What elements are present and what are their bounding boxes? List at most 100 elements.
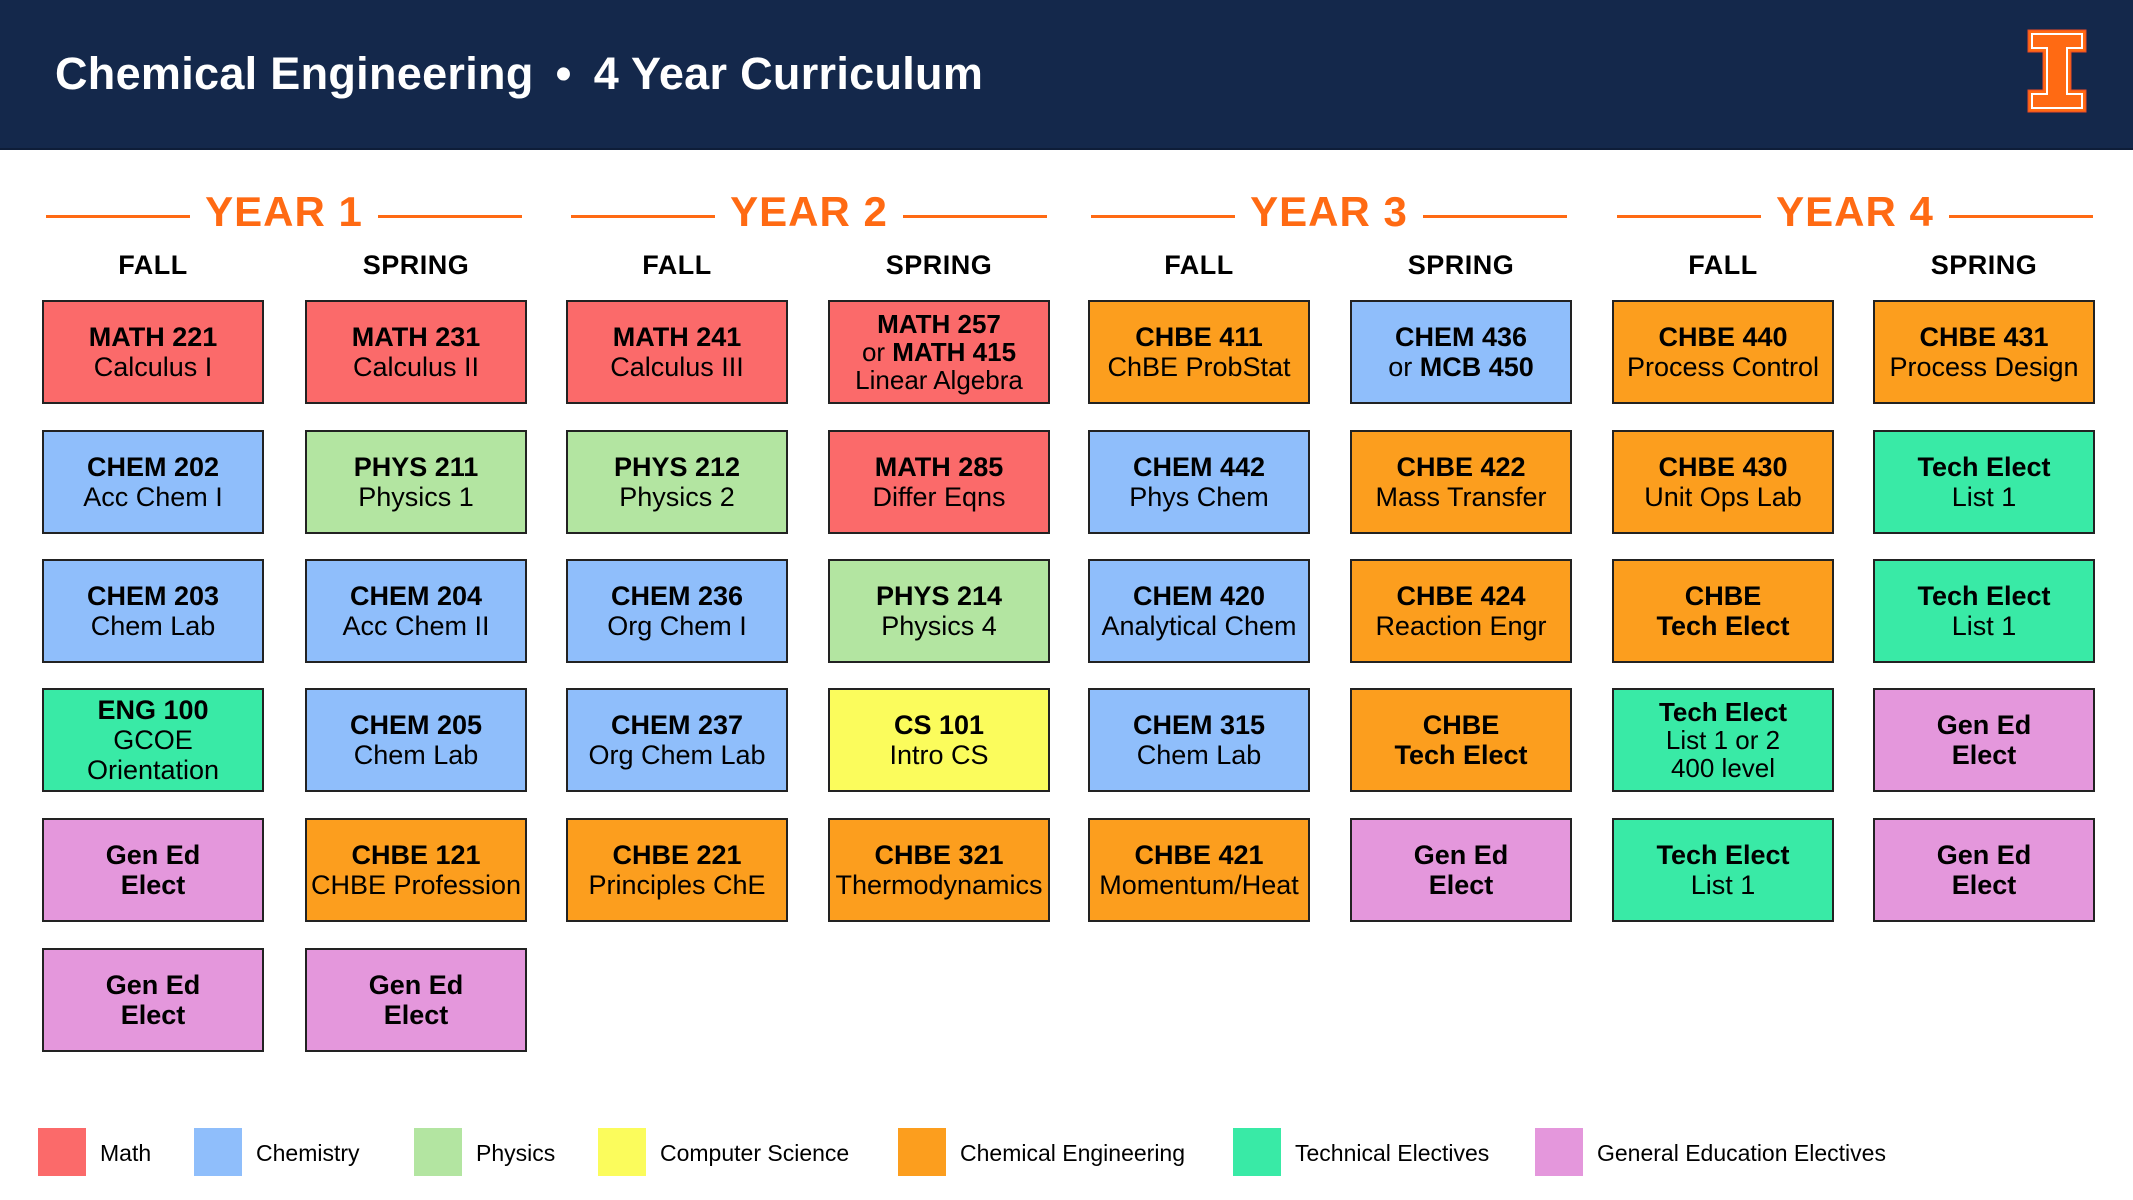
course-card[interactable]: Gen Ed Elect <box>305 948 527 1052</box>
course-title: Analytical Chem <box>1101 611 1296 641</box>
legend-label: Chemistry <box>256 1140 360 1166</box>
course-text: CHEM 436 <box>1394 322 1528 352</box>
course-title: Elect <box>384 1000 449 1030</box>
course-text: PHYS 214 <box>875 581 1003 611</box>
course-title: Tech Elect <box>1656 611 1789 641</box>
course-card[interactable]: CHBE Tech Elect <box>1350 688 1572 792</box>
legend-swatch <box>1535 1128 1583 1176</box>
course-text: Momentum/Heat <box>1099 870 1299 900</box>
course-card[interactable]: CHBE 440 Process Control <box>1612 300 1834 404</box>
course-text: CHBE 321 <box>874 840 1004 870</box>
course-text: Reaction Engr <box>1375 611 1547 641</box>
course-card[interactable]: PHYS 214 Physics 4 <box>828 559 1050 663</box>
course-title: CHBE Profession <box>311 870 521 900</box>
course-card[interactable]: CHEM 442 Phys Chem <box>1088 430 1310 534</box>
course-code: Tech Elect <box>1656 840 1789 870</box>
course-text: CS 101 <box>893 710 985 740</box>
legend-swatch <box>1233 1128 1281 1176</box>
course-title: Physics 2 <box>619 482 735 512</box>
course-card[interactable]: CHBE 121 CHBE Profession <box>305 818 527 922</box>
course-title: ChBE ProbStat <box>1107 352 1290 382</box>
course-title: Thermodynamics <box>835 870 1042 900</box>
course-card[interactable]: CHEM 436 or MCB 450 <box>1350 300 1572 404</box>
course-card[interactable]: Tech Elect List 1 <box>1873 430 2095 534</box>
course-code: Tech Elect <box>1917 452 2050 482</box>
course-title: Momentum/Heat <box>1099 870 1299 900</box>
course-card[interactable]: PHYS 211 Physics 1 <box>305 430 527 534</box>
course-card[interactable]: CHEM 204 Acc Chem II <box>305 559 527 663</box>
course-text: CHEM 236 <box>610 581 744 611</box>
course-title: Elect <box>1952 740 2017 770</box>
year-rule-left <box>1091 215 1235 218</box>
course-card[interactable]: Gen Ed Elect <box>42 818 264 922</box>
course-title: Intro CS <box>889 740 988 770</box>
course-text: CHBE 421 <box>1134 840 1264 870</box>
course-card[interactable]: MATH 241 Calculus III <box>566 300 788 404</box>
course-card[interactable]: CS 101 Intro CS <box>828 688 1050 792</box>
course-card[interactable]: Gen Ed Elect <box>1350 818 1572 922</box>
course-card[interactable]: MATH 285 Differ Eqns <box>828 430 1050 534</box>
header-bar: Chemical Engineering • 4 Year Curriculum <box>0 0 2133 150</box>
course-text: CHEM 202 <box>86 452 220 482</box>
course-title: Tech Elect <box>1394 740 1527 770</box>
course-card[interactable]: CHBE Tech Elect <box>1612 559 1834 663</box>
legend-label: Math <box>100 1140 152 1166</box>
course-code: CHEM 236 <box>611 581 743 611</box>
course-title: Mass Transfer <box>1375 482 1546 512</box>
course-code: CHEM 436 <box>1395 322 1527 352</box>
course-card[interactable]: Tech Elect List 1 <box>1873 559 2095 663</box>
year-rule-left <box>46 215 190 218</box>
course-text: Acc Chem I <box>83 482 223 512</box>
course-card[interactable]: CHBE 431 Process Design <box>1873 300 2095 404</box>
year-heading-3: YEAR 3 <box>1091 188 1567 240</box>
course-card[interactable]: Tech Elect List 1 <box>1612 818 1834 922</box>
legend-label: General Education Electives <box>1597 1140 1886 1166</box>
course-title: Chem Lab <box>354 740 479 770</box>
course-card[interactable]: PHYS 212 Physics 2 <box>566 430 788 534</box>
course-title: Org Chem Lab <box>588 740 765 770</box>
course-card[interactable]: CHBE 422 Mass Transfer <box>1350 430 1572 534</box>
course-card[interactable]: CHEM 420 Analytical Chem <box>1088 559 1310 663</box>
course-card[interactable]: MATH 257 or MATH 415 Linear Algebra <box>828 300 1050 404</box>
course-code: CHBE 431 <box>1919 322 2048 352</box>
course-card[interactable]: CHBE 411 ChBE ProbStat <box>1088 300 1310 404</box>
course-code: MATH 241 <box>613 322 742 352</box>
course-code: Tech Elect <box>1917 581 2050 611</box>
course-text: Gen Ed <box>1413 840 1509 870</box>
course-text: List 1 <box>1690 870 1756 900</box>
course-card[interactable]: CHBE 424 Reaction Engr <box>1350 559 1572 663</box>
course-card[interactable]: Gen Ed Elect <box>1873 818 2095 922</box>
course-text: Unit Ops Lab <box>1644 482 1802 512</box>
course-card[interactable]: CHEM 203 Chem Lab <box>42 559 264 663</box>
course-card[interactable]: CHEM 315 Chem Lab <box>1088 688 1310 792</box>
year-rule-right <box>903 215 1047 218</box>
course-card[interactable]: CHEM 236 Org Chem I <box>566 559 788 663</box>
course-card[interactable]: CHBE 421 Momentum/Heat <box>1088 818 1310 922</box>
course-card[interactable]: CHBE 430 Unit Ops Lab <box>1612 430 1834 534</box>
course-text: Gen Ed <box>1936 710 2032 740</box>
year-label: YEAR 2 <box>730 188 888 235</box>
course-text: or <box>861 337 893 367</box>
course-card[interactable]: CHEM 205 Chem Lab <box>305 688 527 792</box>
course-title: Elect <box>121 1000 186 1030</box>
course-card[interactable]: CHEM 202 Acc Chem I <box>42 430 264 534</box>
course-text: CHEM 315 <box>1132 710 1266 740</box>
course-text: Differ Eqns <box>872 482 1006 512</box>
course-card[interactable]: CHBE 321 Thermodynamics <box>828 818 1050 922</box>
course-card[interactable]: Gen Ed Elect <box>42 948 264 1052</box>
legend-swatch <box>194 1128 242 1176</box>
course-card[interactable]: CHBE 221 Principles ChE <box>566 818 788 922</box>
course-text: Calculus I <box>93 352 213 382</box>
course-card[interactable]: MATH 231 Calculus II <box>305 300 527 404</box>
course-text: Phys Chem <box>1129 482 1269 512</box>
course-code: Tech Elect <box>1659 698 1787 726</box>
course-card[interactable]: CHEM 237 Org Chem Lab <box>566 688 788 792</box>
course-card[interactable]: MATH 221 Calculus I <box>42 300 264 404</box>
course-title: Org Chem I <box>607 611 747 641</box>
course-title: Calculus II <box>353 352 479 382</box>
course-title: Chem Lab <box>1137 740 1262 770</box>
course-card[interactable]: Gen Ed Elect <box>1873 688 2095 792</box>
course-card[interactable]: ENG 100 GCOE Orientation <box>42 688 264 792</box>
legend-label: Chemical Engineering <box>960 1140 1186 1166</box>
course-card[interactable]: Tech Elect List 1 or 2 400 level <box>1612 688 1834 792</box>
